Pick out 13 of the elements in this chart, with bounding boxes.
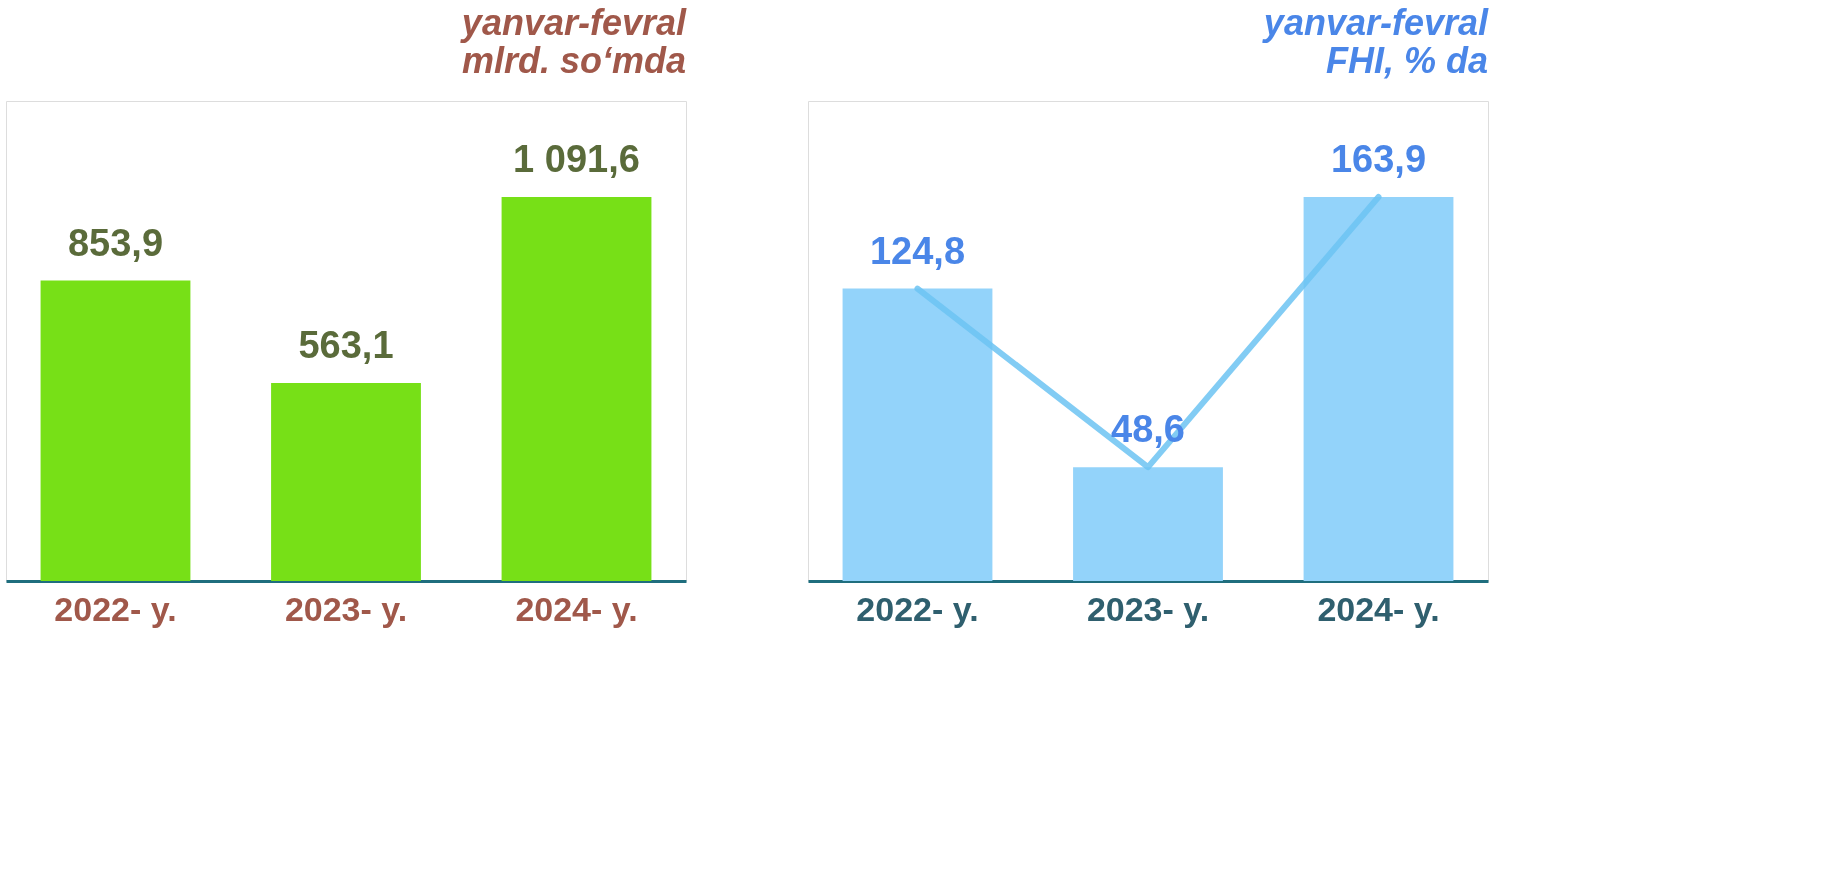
x-tick-label: 2023- y. — [1086, 589, 1210, 628]
x-tick-label: 2022- y. — [856, 589, 979, 628]
x-tick-label: 2022- y. — [54, 589, 177, 628]
chart-title: yanvar-fevral mlrd. so‘mda — [459, 2, 687, 81]
x-tick-label: 2023- y. — [284, 589, 408, 628]
chart-title: yanvar-fevral FHI, % da — [1261, 2, 1489, 81]
x-tick-label: 2024- y. — [515, 589, 638, 628]
data-label: 563,1 — [298, 323, 394, 366]
x-tick-label: 2024- y. — [1317, 589, 1440, 628]
data-label: 124,8 — [869, 229, 966, 272]
data-label: 163,9 — [1330, 138, 1427, 180]
data-label: 853,9 — [67, 221, 164, 264]
data-label: 1 091,6 — [513, 138, 640, 180]
